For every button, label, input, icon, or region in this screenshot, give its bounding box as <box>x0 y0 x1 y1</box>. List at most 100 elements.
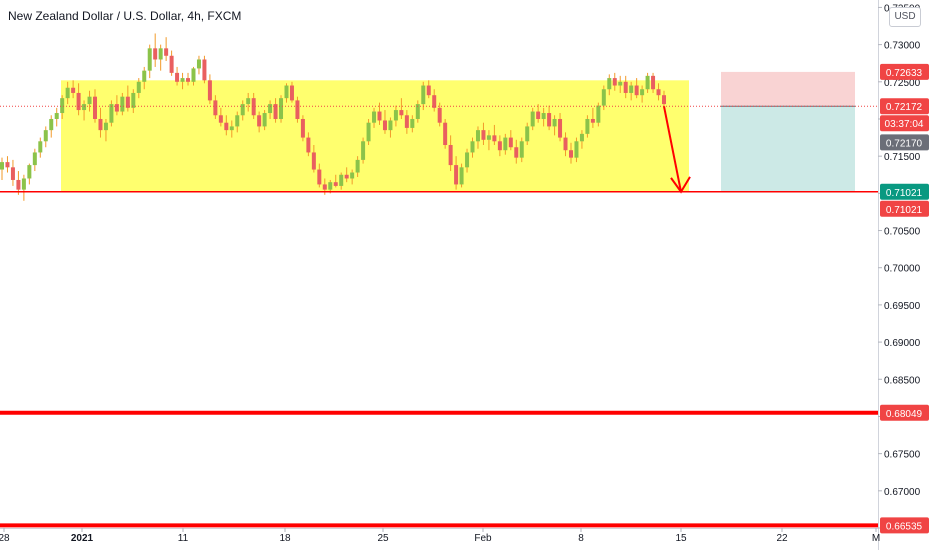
candle-body <box>601 89 606 106</box>
candle-body <box>382 120 387 131</box>
y-tick-label: 0.71500 <box>884 152 921 163</box>
candle-body <box>497 141 502 151</box>
x-tick-label: 28 <box>0 533 10 544</box>
candle-body <box>246 98 251 105</box>
candle-body <box>465 152 470 168</box>
candle-body <box>558 118 563 138</box>
projection-arrow-shaft <box>663 106 682 193</box>
candle-body <box>350 172 355 179</box>
candle-body <box>311 152 316 170</box>
candle-body <box>579 133 584 142</box>
candle-body <box>322 184 327 190</box>
price-label-bg <box>880 115 929 132</box>
candle-body <box>21 178 26 190</box>
candle-body <box>16 179 21 190</box>
candle-body <box>0 162 4 170</box>
candle-body <box>645 75 650 90</box>
candle-body <box>289 85 294 101</box>
candle-body <box>508 137 513 148</box>
price-label: 0.72170 <box>886 138 923 149</box>
price-label: 0.71021 <box>886 188 923 199</box>
candle-body <box>492 135 497 142</box>
candle-body <box>114 104 119 112</box>
candle-body <box>38 141 43 153</box>
candle-body <box>459 167 464 185</box>
candle-body <box>98 118 103 131</box>
range-box <box>61 80 689 192</box>
candle-body <box>306 137 311 153</box>
currency-button[interactable]: USD <box>889 7 921 27</box>
y-tick-label: 0.67500 <box>884 450 921 461</box>
candle-body <box>169 55 174 73</box>
candle-body <box>388 120 393 131</box>
candle-body <box>590 118 595 123</box>
candle-body <box>519 141 524 158</box>
candle-body <box>284 85 289 99</box>
candle-body <box>618 81 623 86</box>
candle-body <box>612 78 617 86</box>
candle-body <box>103 122 108 131</box>
x-tick-label: Feb <box>474 533 492 544</box>
y-tick-label: 0.69000 <box>884 338 921 349</box>
candle-body <box>415 104 420 119</box>
candle-body <box>568 150 573 158</box>
candle-body <box>147 48 152 71</box>
price-label-bg <box>880 134 929 151</box>
candle-body <box>158 48 163 60</box>
candle-body <box>131 92 136 108</box>
price-label: 0.68049 <box>886 409 923 420</box>
candle-body <box>552 118 557 127</box>
candle-body <box>525 126 530 142</box>
candle-body <box>530 111 535 127</box>
candle-body <box>295 100 300 119</box>
candle-body <box>60 98 65 114</box>
y-tick-label: 0.72500 <box>884 78 921 89</box>
candle-body <box>82 104 87 111</box>
price-label-bg <box>880 517 929 534</box>
x-tick-label: 11 <box>178 533 189 544</box>
candle-body <box>27 165 32 179</box>
candle-body <box>240 104 245 116</box>
candle-body <box>574 141 579 158</box>
price-label-bg <box>880 200 929 217</box>
candle-body <box>355 159 360 173</box>
candle-body <box>656 89 661 96</box>
candle-body <box>87 96 92 105</box>
candle-body <box>563 137 568 151</box>
candle-body <box>481 130 486 140</box>
candle-body <box>328 182 333 190</box>
candle-body <box>372 111 377 123</box>
candle-body <box>596 105 601 123</box>
candle-body <box>547 113 552 127</box>
candle-body <box>213 100 218 116</box>
candle-body <box>426 85 431 96</box>
price-label-bg <box>880 404 929 421</box>
candle-body <box>437 107 442 123</box>
candle-body <box>93 96 98 119</box>
candle-body <box>196 59 201 69</box>
candle-body <box>49 118 54 131</box>
candle-body <box>175 72 180 82</box>
candle-body <box>541 113 546 119</box>
candle-body <box>399 110 404 116</box>
candle-body <box>404 115 409 128</box>
candle-body <box>536 111 541 119</box>
candle-body <box>662 95 666 105</box>
candle-body <box>257 115 262 127</box>
y-tick-label: 0.68500 <box>884 375 921 386</box>
candle-body <box>268 104 273 114</box>
candle-body <box>651 75 656 90</box>
candle-body <box>71 87 76 93</box>
y-tick-label: 0.70500 <box>884 227 921 238</box>
candle-body <box>120 96 125 112</box>
candle-body <box>361 141 366 160</box>
candle-body <box>32 152 37 166</box>
x-tick-label: 15 <box>675 533 687 544</box>
candle-body <box>279 98 284 119</box>
candle-body <box>164 48 169 56</box>
candle-body <box>109 104 114 123</box>
candle-body <box>634 85 639 96</box>
stop-loss-zone <box>721 71 855 107</box>
